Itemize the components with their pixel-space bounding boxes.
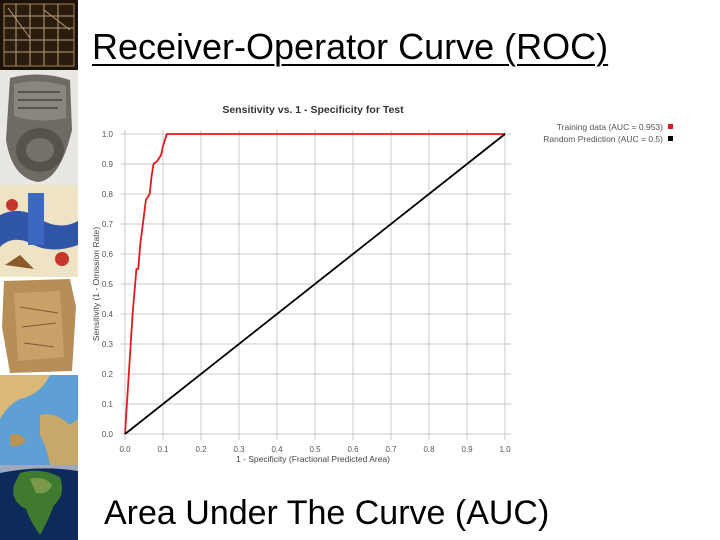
roc-chart: 0.0 0.1 0.2 0.3 0.4 0.5 0.6 0.7 0.8 0.9 1.0 0.0 0.1 0… [91, 104, 673, 464]
x-tick-label: 0.1 [157, 445, 169, 454]
series-lines [124, 133, 506, 435]
decorative-image-strip [0, 0, 78, 540]
y-tick-label: 0.3 [102, 340, 114, 349]
slide-title: Receiver-Operator Curve (ROC) [92, 26, 609, 67]
x-tick-label: 0.6 [347, 445, 359, 454]
x-tick-label: 0.8 [423, 445, 435, 454]
earth-globe-image [0, 465, 78, 540]
legend-swatch [668, 124, 673, 129]
medieval-map-image [0, 185, 78, 277]
x-tick-label: 1.0 [499, 445, 511, 454]
y-tick-label: 0.5 [102, 280, 114, 289]
x-tick-label: 0.5 [309, 445, 321, 454]
chart-title: Sensitivity vs. 1 - Specificity for Test [222, 104, 404, 116]
y-tick-label: 0.0 [102, 430, 114, 439]
x-tick-label: 0.3 [233, 445, 245, 454]
legend: Training data (AUC = 0.953) Random Predic… [543, 122, 673, 144]
x-tick-label: 0.9 [461, 445, 473, 454]
random-prediction-line [124, 133, 506, 435]
y-tick-label: 0.1 [102, 400, 114, 409]
x-tick-label: 0.2 [195, 445, 207, 454]
x-tick-label: 0.7 [385, 445, 397, 454]
legend-swatch [668, 136, 673, 141]
y-tick-label: 0.7 [102, 220, 114, 229]
y-tick-label: 0.6 [102, 250, 114, 259]
ancient-fragment-image [0, 277, 78, 375]
legend-label: Training data (AUC = 0.953) [557, 122, 663, 132]
x-tick-label: 0.4 [271, 445, 283, 454]
y-tick-label: 0.9 [102, 160, 114, 169]
mediterranean-map-image [0, 375, 78, 465]
legend-label: Random Prediction (AUC = 0.5) [543, 134, 663, 144]
y-tick-label: 0.2 [102, 370, 114, 379]
y-tick-label: 0.8 [102, 190, 114, 199]
x-tick-label: 0.0 [119, 445, 131, 454]
grid-artifact-image [0, 0, 78, 70]
training-data-line [124, 133, 505, 435]
y-tick-label: 1.0 [102, 130, 114, 139]
clay-tablet-image [0, 70, 78, 185]
y-axis-label: Sensitivity (1 - Omission Rate) [91, 227, 101, 341]
x-axis-label: 1 - Specificity (Fractional Predicted Ar… [236, 454, 390, 464]
slide-footer: Area Under The Curve (AUC) [104, 494, 550, 532]
tick-labels: 0.0 0.1 0.2 0.3 0.4 0.5 0.6 0.7 0.8 0.9 1.0 0.0 0.1 0… [102, 130, 511, 454]
y-tick-label: 0.4 [102, 310, 114, 319]
